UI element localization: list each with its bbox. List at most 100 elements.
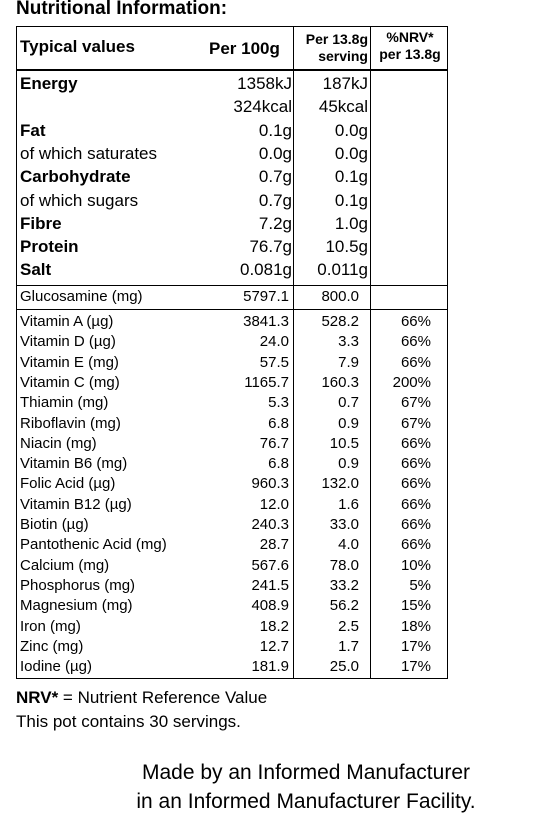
per-100g-value: 567.6 xyxy=(251,556,289,574)
per-serving-value: 132.0 xyxy=(321,475,359,493)
macro-row: 324kcal 45kcal xyxy=(17,96,449,119)
header-nrv: %NRV* per 13.8g xyxy=(371,29,449,73)
nrv-percent: 66% xyxy=(400,353,431,371)
macro-row: Salt 0.081g 0.011g xyxy=(17,259,449,282)
row-label: Biotin (µg) xyxy=(20,516,89,533)
per-serving-value: 160.3 xyxy=(321,373,359,391)
header-per-100g: Per 100g xyxy=(209,39,280,58)
section-divider xyxy=(17,285,447,286)
per-serving-value: 2.5 xyxy=(338,617,359,635)
per-serving-value: 800.0 xyxy=(321,288,359,305)
nrv-abbreviation: NRV* xyxy=(16,688,59,707)
row-label: Riboflavin (mg) xyxy=(20,414,121,432)
per-serving-value: 33.0 xyxy=(329,516,359,533)
row-label: Energy xyxy=(20,74,78,93)
per-serving-value: 3.3 xyxy=(338,333,359,351)
nrv-definition: NRV* = Nutrient Reference Value xyxy=(16,688,267,708)
per-100g-value: 24.0 xyxy=(259,333,289,351)
nrv-percent: 66% xyxy=(400,455,431,473)
per-serving-value: 4.0 xyxy=(338,536,359,554)
nrv-percent: 66% xyxy=(400,495,431,513)
per-serving-value: 0.011g xyxy=(317,260,368,280)
manufacturer-line2: in an Informed Manufacturer Facility. xyxy=(136,790,476,813)
row-label: of which sugars xyxy=(20,190,139,210)
row-label: Magnesium (mg) xyxy=(20,597,133,615)
per-serving-value: 78.0 xyxy=(329,556,359,574)
vitamin-row: Folic Acid (µg) 960.3 132.0 66% xyxy=(17,474,449,494)
per-100g-value: 57.5 xyxy=(259,353,289,371)
per-serving-value: 56.2 xyxy=(329,597,359,615)
per-serving-value: 0.7 xyxy=(338,394,359,412)
per-serving-value: 7.9 xyxy=(338,353,359,371)
row-label: Vitamin D (µg) xyxy=(20,333,116,351)
per-serving-value: 33.2 xyxy=(329,576,359,594)
per-serving-value: 45kcal xyxy=(318,97,368,117)
header-per-serving-line1: Per 13.8g xyxy=(305,31,368,47)
per-100g-value: 12.7 xyxy=(259,637,289,655)
nrv-percent: 15% xyxy=(400,597,431,615)
per-serving-value: 25.0 xyxy=(329,658,359,676)
row-label: Glucosamine (mg) xyxy=(20,288,143,305)
nrv-percent: 10% xyxy=(400,556,431,574)
per-100g-value: 0.7g xyxy=(258,167,292,187)
page-title: Nutritional Information: xyxy=(16,0,228,19)
per-serving-value: 0.0g xyxy=(334,143,368,163)
per-serving-value: 0.1g xyxy=(334,190,368,210)
per-100g-value: 6.8 xyxy=(268,455,289,473)
vitamin-row: Vitamin E (mg) 57.5 7.9 66% xyxy=(17,353,449,373)
nrv-percent: 66% xyxy=(400,516,431,533)
column-divider xyxy=(293,27,294,678)
vitamin-row: Magnesium (mg) 408.9 56.2 15% xyxy=(17,596,449,616)
nrv-percent: 200% xyxy=(392,373,431,391)
per-serving-value: 10.5 xyxy=(329,434,359,452)
row-label: Vitamin B6 (mg) xyxy=(20,455,128,473)
glucosamine-row: Glucosamine (mg) 5797.1 800.0 xyxy=(17,287,449,307)
nrv-percent: 66% xyxy=(400,333,431,351)
per-100g-value: 28.7 xyxy=(259,536,289,554)
vitamin-row: Niacin (mg) 76.7 10.5 66% xyxy=(17,434,449,454)
row-label: Iron (mg) xyxy=(20,617,81,635)
nrv-percent: 66% xyxy=(400,475,431,493)
per-serving-value: 0.9 xyxy=(338,455,359,473)
macro-row: of which saturates 0.0g 0.0g xyxy=(17,143,449,166)
macro-row: Energy 1358kJ 187kJ xyxy=(17,73,449,96)
vitamin-row: Vitamin B6 (mg) 6.8 0.9 66% xyxy=(17,454,449,474)
row-label: Folic Acid (µg) xyxy=(20,475,116,493)
per-100g-value: 960.3 xyxy=(251,475,289,493)
per-100g-value: 0.081g xyxy=(240,260,292,280)
per-100g-value: 240.3 xyxy=(251,516,289,533)
nrv-percent: 67% xyxy=(400,414,431,432)
per-100g-value: 6.8 xyxy=(268,414,289,432)
per-serving-value: 1.6 xyxy=(338,495,359,513)
per-100g-value: 241.5 xyxy=(251,576,289,594)
per-100g-value: 181.9 xyxy=(251,658,289,676)
row-label: Vitamin E (mg) xyxy=(20,353,119,371)
manufacturer-statement: Made by an Informed Manufacturer in an I… xyxy=(0,758,556,816)
vitamin-row: Calcium (mg) 567.6 78.0 10% xyxy=(17,556,449,576)
per-serving-value: 1.0g xyxy=(334,213,368,233)
nutrition-table: Typical values Per 100g Per 13.8g servin… xyxy=(16,26,448,679)
per-serving-value: 0.9 xyxy=(338,414,359,432)
row-label: Calcium (mg) xyxy=(20,556,110,574)
nrv-percent: 5% xyxy=(409,576,431,594)
header-per-serving-line2: serving xyxy=(318,48,368,64)
nrv-definition-text: = Nutrient Reference Value xyxy=(58,688,268,707)
per-100g-value: 12.0 xyxy=(259,495,289,513)
macro-row: Carbohydrate 0.7g 0.1g xyxy=(17,166,449,189)
header-nrv-line2: per 13.8g xyxy=(379,46,441,62)
vitamin-row: Vitamin B12 (µg) 12.0 1.6 66% xyxy=(17,495,449,515)
header-per-serving: Per 13.8g serving xyxy=(294,31,368,75)
vitamin-row: Iron (mg) 18.2 2.5 18% xyxy=(17,617,449,637)
per-100g-value: 1165.7 xyxy=(244,373,289,391)
section-divider xyxy=(17,309,447,310)
vitamin-row: Biotin (µg) 240.3 33.0 66% xyxy=(17,515,449,535)
row-label: Carbohydrate xyxy=(20,167,131,187)
per-serving-value: 528.2 xyxy=(321,313,359,330)
nrv-percent: 67% xyxy=(400,394,431,412)
row-label: Thiamin (mg) xyxy=(20,394,109,412)
row-label: Phosphorus (mg) xyxy=(20,576,136,594)
row-label: Iodine (µg) xyxy=(20,658,93,676)
row-label: Vitamin C (mg) xyxy=(20,373,120,391)
vitamin-row: Iodine (µg) 181.9 25.0 17% xyxy=(17,657,449,677)
nrv-percent: 17% xyxy=(400,637,431,655)
